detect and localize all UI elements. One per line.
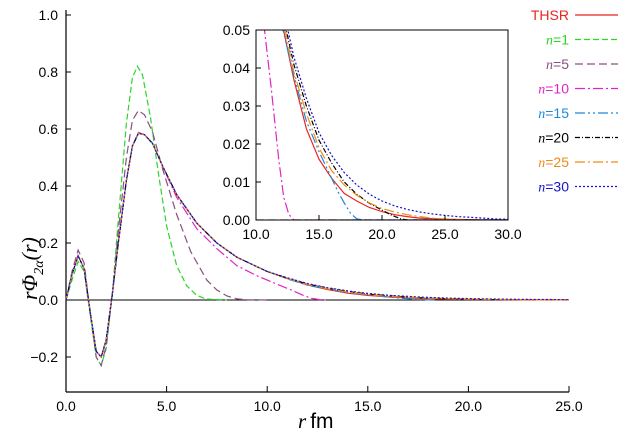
inset-x-tick-label: 30.0: [494, 226, 521, 242]
legend-label-4: n=15: [538, 105, 569, 122]
inset-y-tick-label: 0.03: [223, 98, 250, 114]
legend-label-5: n=20: [538, 130, 569, 147]
inset-series-line-4: [282, 30, 508, 220]
inset-y-tick-label: 0.00: [223, 212, 250, 228]
x-tick-label: 15.0: [354, 398, 381, 414]
legend-label-6: n=25: [538, 154, 569, 171]
legend-label-3: n=10: [538, 81, 569, 98]
legend-label-7: n=30: [538, 179, 569, 196]
inset-y-tick-label: 0.02: [223, 136, 250, 152]
main-tick-labels: −0.2 0.0 0.2 0.4 0.6 0.8 1.0 0.0 5.0 10.0 15.0 20.0…: [30, 7, 582, 414]
legend-label-1: n=1: [546, 32, 569, 49]
inset-x-tick-label: 20.0: [368, 226, 395, 242]
main-plot-curves: [65, 64, 570, 368]
inset-x-tick-label: 15.0: [305, 226, 332, 242]
series-line-2: [65, 109, 268, 368]
inset-series-line-7: [287, 30, 508, 220]
inset-series-line-5: [285, 30, 508, 220]
x-axis-title: r fm: [298, 409, 334, 432]
x-tick-label: 25.0: [555, 398, 582, 414]
x-tick-label: 10.0: [254, 398, 281, 414]
y-tick-label: 0.8: [39, 64, 59, 80]
x-tick-label: 5.0: [157, 398, 177, 414]
inset-y-tick-label: 0.05: [223, 22, 250, 38]
y-tick-label: −0.2: [30, 349, 58, 365]
y-tick-label: 0.6: [39, 121, 59, 137]
inset-x-tick-label: 10.0: [242, 226, 269, 242]
x-tick-label: 20.0: [455, 398, 482, 414]
inset-y-tick-label: 0.04: [223, 60, 250, 76]
legend: THSR n=1 n=5 n=10 n=15 n=20 n=25 n=30: [531, 7, 618, 196]
series-line-1: [65, 64, 228, 368]
x-tick-label: 0.0: [56, 398, 76, 414]
legend-label-2: n=5: [546, 56, 569, 73]
inset-tick-labels: 0.00 0.01 0.02 0.03 0.04 0.05 10.0 15.0 20.0 25.0…: [223, 22, 522, 242]
inset-x-tick-label: 25.0: [431, 226, 458, 242]
y-tick-label: 0.4: [39, 178, 59, 194]
y-tick-label: 1.0: [39, 7, 59, 23]
inset-series-line-3: [263, 30, 508, 220]
inset-background: [256, 30, 508, 220]
y-tick-label: 0.0: [39, 292, 59, 308]
inset-plot-curves: [256, 30, 508, 220]
legend-label-0: THSR: [531, 7, 569, 23]
inset-y-tick-label: 0.01: [223, 174, 250, 190]
y-tick-label: 0.2: [39, 235, 59, 251]
series-line-7: [65, 132, 570, 359]
